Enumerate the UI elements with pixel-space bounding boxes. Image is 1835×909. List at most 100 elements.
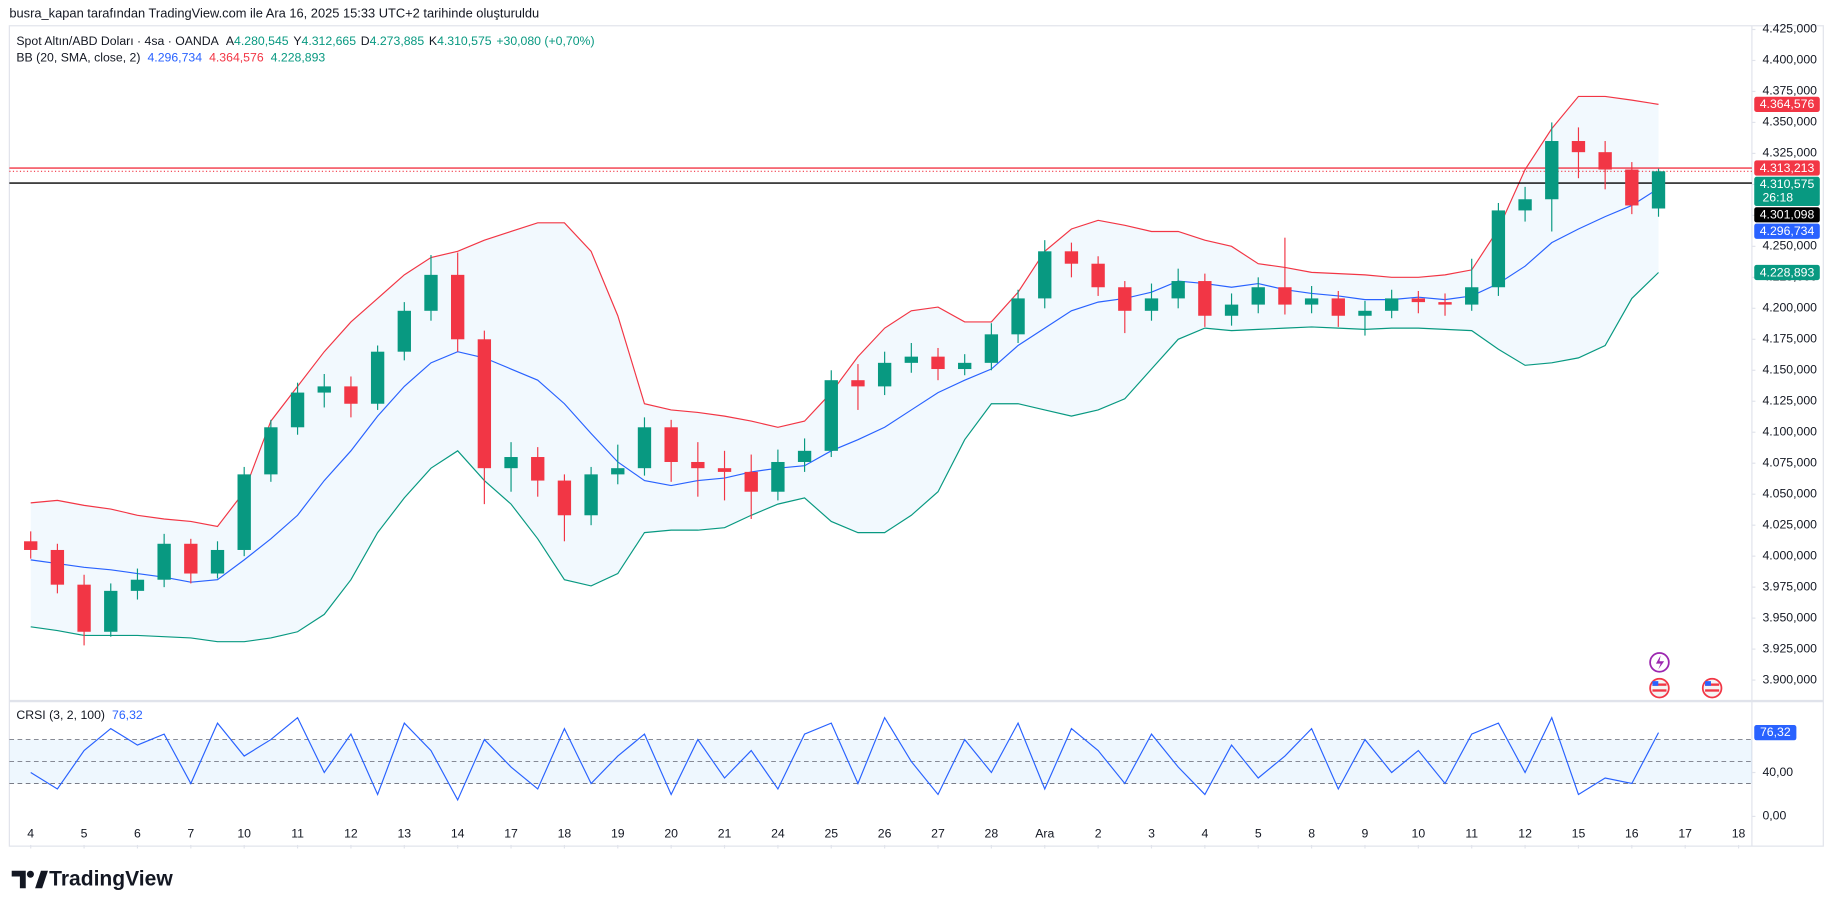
x-tick-label: 5 xyxy=(1255,827,1262,841)
candle-body xyxy=(1251,287,1265,305)
y-tick-label: 4.150,000 xyxy=(1762,363,1817,377)
candle-body xyxy=(771,461,785,492)
x-tick-label: 2 xyxy=(1095,827,1102,841)
candle-body xyxy=(584,474,598,516)
price-tag-label: 4.313,213 xyxy=(1760,161,1815,175)
candle-body xyxy=(1091,263,1105,288)
candle-body xyxy=(1465,287,1479,305)
x-tick-label: 9 xyxy=(1362,827,1369,841)
price-tag xyxy=(1754,160,1820,176)
lower-value: 4.228,893 xyxy=(271,51,326,65)
ohlc-key: Y xyxy=(293,34,301,48)
candle-body xyxy=(290,392,305,428)
candle-body xyxy=(237,474,251,550)
flag-canton xyxy=(1705,681,1711,686)
candle-body xyxy=(904,356,918,363)
candle-body xyxy=(1438,302,1452,305)
x-tick-label: 17 xyxy=(504,827,518,841)
candle-body xyxy=(797,450,812,462)
y-tick-label: 4.325,000 xyxy=(1762,146,1817,160)
x-tick-label: 10 xyxy=(237,827,251,841)
x-tick-label: 11 xyxy=(1465,827,1478,841)
candle-body xyxy=(637,427,652,469)
candle-body xyxy=(1358,310,1372,316)
y-tick-label: 4.100,000 xyxy=(1762,424,1817,438)
change: +30,080 (+0,70%) xyxy=(496,34,594,48)
candle-body xyxy=(1064,251,1079,264)
price-tag-label: 4.301,098 xyxy=(1760,208,1815,222)
candle-body xyxy=(1278,287,1292,305)
flag-stripe xyxy=(1652,689,1667,692)
event-icons xyxy=(1649,652,1723,699)
candle-body xyxy=(717,468,732,472)
crsi-tag xyxy=(1754,725,1797,741)
candle-body xyxy=(477,339,492,469)
y-tick-label: 4.000,000 xyxy=(1762,548,1817,562)
symbol-legend: Spot Altın/ABD Doları · 4sa · OANDA A4.28… xyxy=(16,34,594,48)
candle-body xyxy=(1411,298,1426,303)
price-tag xyxy=(1754,264,1820,281)
x-tick-label: Ara xyxy=(1035,827,1054,841)
y-tick-label: 4.175,000 xyxy=(1762,332,1817,346)
ohlc-key: D xyxy=(361,34,370,48)
candle-body xyxy=(1144,298,1159,311)
y-tick-label: 4.400,000 xyxy=(1762,53,1817,67)
candle-body xyxy=(531,457,545,481)
candle-body xyxy=(1171,281,1185,299)
symbol-title: Spot Altın/ABD Doları · 4sa · OANDA xyxy=(16,34,219,48)
ohlc-key: A xyxy=(226,34,235,48)
candle-body xyxy=(1304,298,1319,305)
x-tick-label: 21 xyxy=(718,827,732,841)
crsi-line xyxy=(30,716,1660,802)
y-tick-label: 4.250,000 xyxy=(1762,239,1817,253)
candle-body xyxy=(1224,304,1239,316)
x-tick-label: 12 xyxy=(344,827,358,841)
plot-layer: 4 5 6 7 10 11 12 13 14 17 18 19 20 21 24 25 26 27 28 Ara 2 3 4… xyxy=(9,22,1817,849)
candle-body xyxy=(50,549,65,585)
y-tick-label: 3.950,000 xyxy=(1762,610,1817,624)
brand: TradingView xyxy=(11,868,173,891)
y-tick-label: 4.125,000 xyxy=(1762,394,1817,408)
x-tick-label: 10 xyxy=(1412,827,1426,841)
price-tag xyxy=(1754,176,1820,207)
candle-body xyxy=(104,590,118,632)
ohlc-value: 4.280,545 xyxy=(234,34,289,48)
y-tick-label: 4.425,000 xyxy=(1762,22,1817,36)
x-tick-label: 12 xyxy=(1518,827,1532,841)
y-tick-label: 4.375,000 xyxy=(1762,84,1817,98)
candle-body xyxy=(1518,199,1532,211)
basis-value: 4.296,734 xyxy=(147,51,202,65)
x-tick-label: 3 xyxy=(1148,827,1155,841)
flag-stripe xyxy=(1652,683,1667,686)
ohlc-key: K xyxy=(429,34,438,48)
x-tick-label: 4 xyxy=(1201,827,1208,841)
x-tick-label: 24 xyxy=(771,827,785,841)
y-tick-label: 3.925,000 xyxy=(1762,641,1817,655)
price-tag xyxy=(1754,223,1820,239)
band-lower-line xyxy=(30,272,1659,643)
x-tick-label: 11 xyxy=(291,827,304,841)
x-tick-label: 18 xyxy=(1732,827,1746,841)
y-tick-label: 4.075,000 xyxy=(1762,455,1817,469)
candle-body xyxy=(1651,171,1666,209)
price-tag xyxy=(1754,96,1820,112)
countdown: 26:18 xyxy=(1762,191,1793,205)
candle-body xyxy=(931,356,945,370)
band-upper-line xyxy=(30,95,1659,528)
x-tick-label: 14 xyxy=(451,827,465,841)
price-tag-label: 4.228,893 xyxy=(1760,265,1815,279)
x-tick-label: 18 xyxy=(558,827,572,841)
x-tick-label: 5 xyxy=(81,827,88,841)
y-tick-label: 4.050,000 xyxy=(1762,486,1817,500)
candle-body xyxy=(958,362,972,370)
price-tag-label: 4.310,575 xyxy=(1760,177,1815,191)
y-tick-label: 0,00 xyxy=(1762,809,1786,823)
candle-body xyxy=(557,480,572,516)
candle-body xyxy=(984,334,999,363)
flag-stripe xyxy=(1705,683,1720,686)
candle-body xyxy=(1491,210,1506,288)
candle-body xyxy=(210,549,225,574)
ohlc-value: 4.273,885 xyxy=(370,34,425,48)
